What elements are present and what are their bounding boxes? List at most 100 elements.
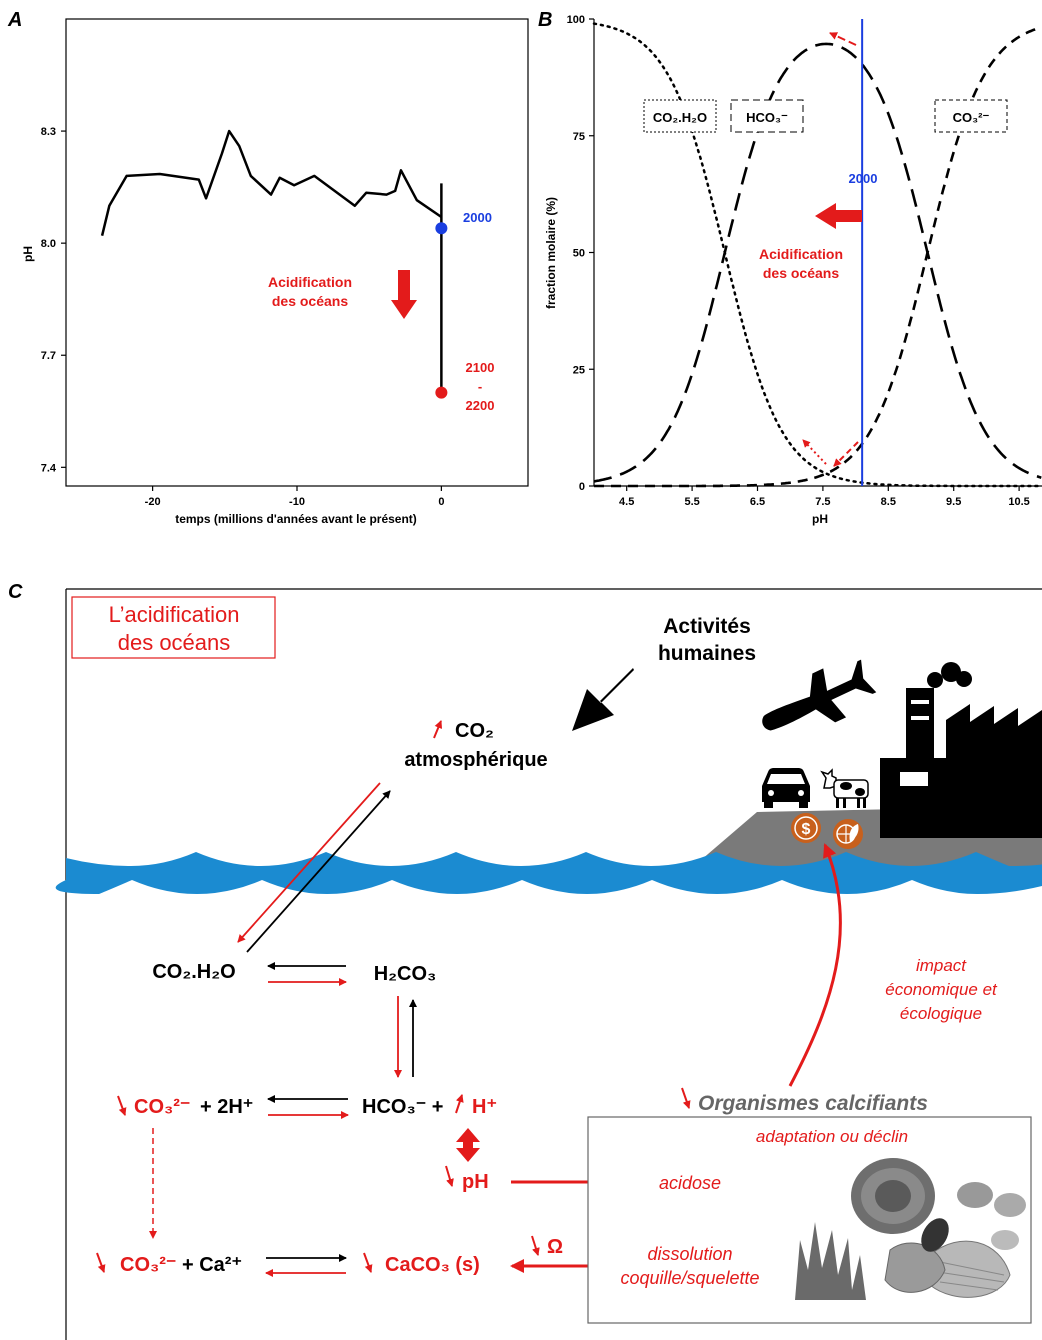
panel-b-acid-line2: des océans — [763, 265, 839, 281]
organisms-label: Organismes calcifiants — [698, 1092, 928, 1115]
panel-a-x-ticks: -20 -10 0 — [145, 486, 444, 508]
dissolution-line1: dissolution — [647, 1244, 732, 1264]
label-2000: 2000 — [463, 210, 492, 225]
a-x-tick-label: -10 — [289, 496, 305, 508]
curve-co2-h2o — [592, 22, 1042, 488]
airplane-icon — [762, 659, 877, 731]
down-arrow-icon — [391, 270, 417, 319]
a-y-tick-label: 8.3 — [41, 126, 56, 138]
panel-b-x-label: pH — [812, 512, 828, 526]
caco3-label: CaCO₃ (s) — [385, 1254, 480, 1276]
acidose-label: acidose — [659, 1173, 721, 1193]
calcifying-organisms-image — [795, 1158, 1026, 1300]
impact-line1: impact — [916, 956, 967, 975]
panel-b: B 100 75 50 25 0 4.5 5.5 6.5 7.5 8.5 9.5 10.5 frac… — [538, 9, 1042, 526]
co2-up-arrow-icon — [433, 720, 443, 739]
impact-arrow — [788, 843, 842, 1087]
hco3-label: HCO₃⁻ + — [362, 1096, 443, 1118]
panel-a-y-ticks: 8.3 8.0 7.7 7.4 — [41, 126, 66, 474]
co3-decrease-arrow — [833, 441, 859, 467]
species-box-hco3 — [730, 99, 804, 133]
panel-b-acid-line1: Acidification — [759, 246, 843, 262]
marker-2100 — [435, 386, 448, 399]
panel-a-y-label: pH — [21, 246, 35, 262]
co3-ca-down-arrow-icon — [96, 1252, 106, 1273]
b-label-2000: 2000 — [849, 171, 878, 186]
co2-dissolve-arrow — [237, 782, 381, 943]
omega-down-arrow-icon — [531, 1235, 540, 1256]
omega-label: Ω — [547, 1236, 563, 1258]
co2-release-arrow — [246, 790, 391, 953]
title-box — [71, 596, 276, 659]
factory-icon — [880, 662, 1042, 838]
organisms-down-arrow-icon — [681, 1087, 691, 1109]
panel-a-x-label: temps (millions d'années avant le présen… — [175, 512, 417, 526]
b-y-tick-label: 75 — [573, 131, 585, 143]
label-2100: 2100 — [466, 360, 495, 375]
panel-a: A 8.3 8.0 7.7 7.4 -20 -10 0 pH temps (million… — [7, 9, 529, 526]
co2-atm-line1: CO₂ — [455, 720, 494, 742]
co2-h2o-label: CO₂.H₂O — [152, 961, 235, 983]
co3-ca-black: + Ca²⁺ — [182, 1254, 242, 1276]
activities-line2: humaines — [658, 642, 756, 665]
panel-b-x-ticks: 4.5 5.5 6.5 7.5 8.5 9.5 10.5 — [619, 486, 1030, 508]
hco3-increase-arrow — [829, 32, 857, 46]
a-y-tick-label: 7.4 — [41, 462, 57, 474]
species-label-hco3: HCO₃⁻ — [746, 110, 788, 125]
marker-2000 — [435, 222, 448, 235]
panel-c-letter: C — [8, 581, 23, 603]
b-x-tick-label: 7.5 — [815, 496, 830, 508]
cow-icon — [820, 768, 869, 808]
species-label-co3: CO₃²⁻ — [953, 110, 990, 125]
h2co3-label: H₂CO₃ — [374, 963, 437, 985]
panel-b-y-label: fraction molaire (%) — [544, 197, 558, 309]
species-box-co2 — [643, 99, 717, 133]
impact-line3: écologique — [900, 1004, 982, 1023]
b-x-tick-label: 4.5 — [619, 496, 634, 508]
b-x-tick-label: 10.5 — [1008, 496, 1029, 508]
b-x-tick-label: 5.5 — [684, 496, 699, 508]
panel-b-y-ticks: 100 75 50 25 0 — [567, 14, 594, 493]
curve-hco3 — [593, 42, 1042, 483]
species-label-co2: CO₂.H₂O — [653, 110, 707, 125]
b-x-tick-label: 8.5 — [881, 496, 896, 508]
h-plus-label: H⁺ — [472, 1096, 497, 1118]
activities-line1: Activités — [663, 615, 751, 638]
svg-text:$: $ — [802, 821, 811, 838]
a-y-tick-label: 7.7 — [41, 350, 56, 362]
panel-a-letter: A — [7, 9, 22, 31]
label-2200: 2200 — [466, 398, 495, 413]
car-icon — [762, 768, 810, 808]
a-y-tick-label: 8.0 — [41, 238, 56, 250]
ocean-surface — [55, 852, 1042, 894]
b-x-tick-label: 9.5 — [946, 496, 961, 508]
b-y-tick-label: 50 — [573, 248, 585, 260]
adaptation-label: adaptation ou déclin — [756, 1127, 908, 1146]
label-2100-dash: - — [478, 379, 482, 394]
big-arrow-icon — [572, 668, 634, 731]
globe-leaf-icon — [833, 819, 863, 849]
panel-a-acid-line2: des océans — [272, 293, 348, 309]
dollar-icon: $ — [791, 813, 821, 843]
double-arrow-icon — [456, 1128, 480, 1162]
co3-down-arrow-icon — [117, 1095, 127, 1116]
panel-a-frame — [65, 18, 529, 487]
co3-2h-black: + 2H⁺ — [200, 1096, 253, 1118]
h-up-arrow-icon — [455, 1094, 464, 1114]
co2-increase-arrow — [802, 439, 827, 465]
ph-history-line — [100, 129, 443, 236]
impact-line2: économique et — [885, 980, 998, 999]
ph-down-arrow-icon — [445, 1165, 454, 1187]
dissolution-line2: coquille/squelette — [620, 1268, 759, 1288]
species-box-co3 — [934, 99, 1008, 133]
title-line2: des océans — [118, 630, 231, 655]
a-x-tick-label: 0 — [438, 496, 444, 508]
panel-a-acid-line1: Acidification — [268, 274, 352, 290]
a-x-tick-label: -20 — [145, 496, 161, 508]
caco3-down-arrow-icon — [363, 1252, 373, 1273]
b-y-tick-label: 25 — [573, 364, 585, 376]
co3-ca-red: CO₃²⁻ — [120, 1254, 176, 1276]
title-line1: L’acidification — [109, 602, 240, 627]
